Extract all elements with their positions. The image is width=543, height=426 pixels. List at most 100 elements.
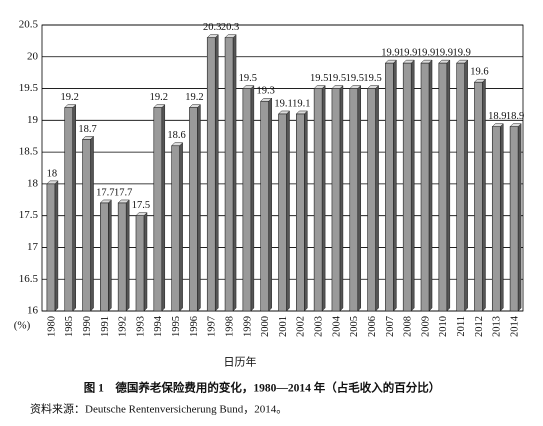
x-tick-label: 2013 [492, 316, 503, 337]
x-tick-label: 2000 [260, 316, 271, 337]
x-tick-label: 2003 [314, 316, 325, 337]
x-tick-label: 1992 [118, 316, 129, 337]
bar [117, 202, 127, 312]
bar-side [250, 84, 255, 312]
value-label: 19.5 [346, 73, 364, 84]
value-label: 19.5 [363, 73, 381, 84]
bar-side [125, 199, 130, 312]
bar [153, 107, 163, 312]
bar [420, 62, 430, 312]
y-tick-label: 17 [27, 241, 39, 253]
y-tick-label: 16.5 [19, 273, 39, 285]
value-label: 19.5 [239, 73, 257, 84]
bar [402, 62, 412, 312]
bar [456, 62, 465, 312]
x-tick-label: 1990 [82, 316, 93, 337]
x-axis-label: 日历年 [224, 355, 257, 369]
value-label: 19.2 [61, 92, 79, 103]
value-label: 19.6 [470, 67, 488, 78]
y-tick-label: 19 [27, 114, 39, 126]
bar-side [339, 84, 344, 312]
bar-side [500, 123, 504, 312]
y-tick-label: 20 [27, 50, 39, 62]
bar-side [232, 34, 237, 312]
y-tick-label: 16 [27, 305, 39, 317]
bar [206, 37, 216, 312]
x-tick-label: 1980 [46, 316, 57, 337]
bar [135, 215, 145, 312]
bar-side [464, 59, 468, 312]
value-label: 17.7 [114, 187, 132, 198]
x-tick-label: 2014 [509, 315, 520, 337]
x-tick-label: 2007 [385, 316, 396, 337]
value-label: 20.3 [221, 22, 239, 33]
bar [224, 37, 234, 312]
x-tick-label: 1991 [100, 316, 111, 337]
x-tick-label: 2009 [420, 316, 431, 337]
x-tick-label: 1995 [171, 316, 182, 337]
bar-side [375, 84, 379, 312]
bar-side [72, 104, 76, 312]
value-label: 19.5 [328, 73, 346, 84]
bar-side [517, 123, 522, 312]
bar-side [321, 84, 326, 312]
value-label: 19.2 [150, 92, 168, 103]
bar [313, 88, 323, 312]
bar [367, 88, 376, 312]
caption: 图 1 德国养老保险费用的变化，1980—2014 年（占毛收入的百分比） [84, 381, 441, 395]
bar-side [268, 97, 272, 312]
x-tick-label: 2008 [403, 316, 414, 337]
bar [171, 145, 180, 312]
bar-side [286, 110, 290, 312]
bar-side [108, 199, 112, 312]
y-tick-label: 19.5 [19, 82, 39, 94]
value-label: 18.9 [488, 111, 506, 122]
x-tick-label: 2012 [474, 316, 485, 337]
bar [509, 126, 519, 312]
bar-side [304, 110, 308, 312]
value-label: 17.7 [96, 187, 114, 198]
value-label: 19.9 [452, 48, 470, 59]
bar-side [197, 104, 201, 312]
value-label: 19.9 [399, 48, 417, 59]
x-tick-label: 1996 [189, 316, 200, 337]
value-label: 19.9 [417, 48, 435, 59]
source: 资料来源：Deutsche Rentenversicherung Bund，20… [30, 402, 287, 416]
x-tick-label: 2002 [296, 316, 307, 337]
x-tick-label: 2004 [331, 315, 342, 337]
bar [64, 107, 74, 312]
x-tick-label: 2011 [456, 316, 467, 337]
bar-side [393, 59, 397, 312]
bar [82, 139, 91, 312]
y-axis-label: (%) [14, 320, 31, 332]
bar-side [214, 34, 219, 312]
bar-side [179, 142, 183, 312]
x-tick-label: 1985 [64, 316, 75, 337]
bar-side [90, 135, 94, 312]
value-label: 18.9 [506, 111, 524, 122]
value-label: 19.2 [185, 92, 203, 103]
x-tick-label: 2010 [438, 316, 449, 337]
value-label: 18 [47, 168, 58, 179]
y-tick-label: 20.5 [19, 19, 39, 31]
bar [385, 62, 394, 312]
value-label: 19.5 [310, 73, 328, 84]
bar-side [428, 59, 433, 312]
bar-side [482, 78, 486, 312]
bar [296, 113, 305, 312]
bar [438, 62, 448, 312]
value-label: 18.7 [78, 124, 96, 135]
bar [260, 100, 269, 312]
x-tick-label: 1993 [135, 316, 146, 337]
x-tick-label: 1999 [242, 316, 253, 337]
bar-side [357, 84, 362, 312]
bar-side [161, 104, 166, 312]
value-label: 19.1 [274, 98, 292, 109]
bar [46, 183, 56, 312]
bar [331, 88, 341, 312]
x-tick-label: 2005 [349, 316, 360, 337]
value-label: 19.3 [256, 86, 274, 97]
bar [100, 202, 109, 312]
value-label: 19.9 [435, 48, 453, 59]
bar-side [54, 180, 59, 312]
